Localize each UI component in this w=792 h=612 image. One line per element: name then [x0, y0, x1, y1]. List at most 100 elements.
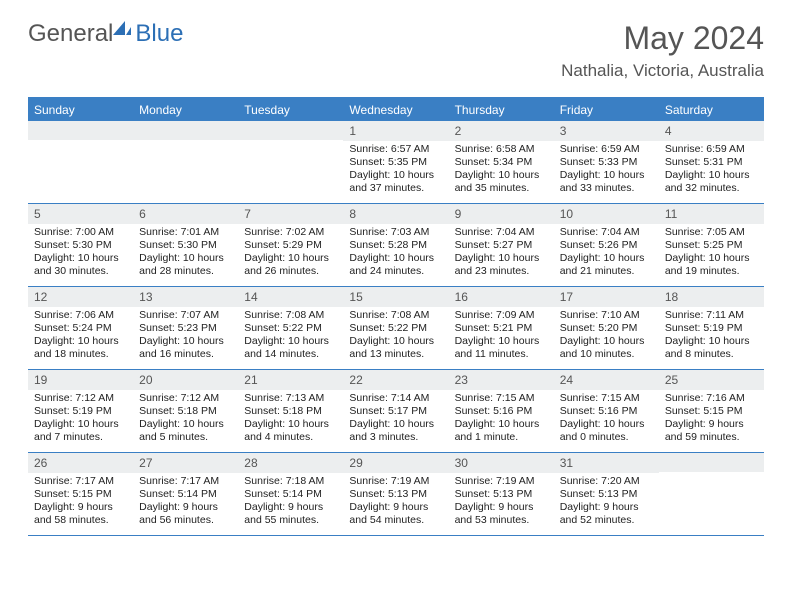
day-number: 7 [238, 204, 343, 224]
sunset-text: Sunset: 5:21 PM [455, 322, 548, 335]
day-number: 29 [343, 453, 448, 473]
sunset-text: Sunset: 5:18 PM [244, 405, 337, 418]
day-cell: 4Sunrise: 6:59 AMSunset: 5:31 PMDaylight… [659, 121, 764, 203]
sunrise-text: Sunrise: 7:15 AM [560, 392, 653, 405]
weekday-header-row: SundayMondayTuesdayWednesdayThursdayFrid… [28, 99, 764, 121]
week-row: 26Sunrise: 7:17 AMSunset: 5:15 PMDayligh… [28, 453, 764, 536]
day-number: 20 [133, 370, 238, 390]
weekday-header: Saturday [659, 99, 764, 121]
day-info: Sunrise: 7:19 AMSunset: 5:13 PMDaylight:… [343, 475, 448, 528]
day-cell: 13Sunrise: 7:07 AMSunset: 5:23 PMDayligh… [133, 287, 238, 369]
daylight-text: Daylight: 10 hours and 11 minutes. [455, 335, 548, 361]
day-info: Sunrise: 6:59 AMSunset: 5:33 PMDaylight:… [554, 143, 659, 196]
daylight-text: Daylight: 10 hours and 33 minutes. [560, 169, 653, 195]
sunset-text: Sunset: 5:30 PM [34, 239, 127, 252]
sunrise-text: Sunrise: 7:05 AM [665, 226, 758, 239]
sunrise-text: Sunrise: 7:13 AM [244, 392, 337, 405]
daylight-text: Daylight: 10 hours and 14 minutes. [244, 335, 337, 361]
day-cell: 26Sunrise: 7:17 AMSunset: 5:15 PMDayligh… [28, 453, 133, 535]
day-number: 19 [28, 370, 133, 390]
daylight-text: Daylight: 10 hours and 3 minutes. [349, 418, 442, 444]
day-info: Sunrise: 7:15 AMSunset: 5:16 PMDaylight:… [554, 392, 659, 445]
day-cell: 6Sunrise: 7:01 AMSunset: 5:30 PMDaylight… [133, 204, 238, 286]
sunset-text: Sunset: 5:34 PM [455, 156, 548, 169]
sunrise-text: Sunrise: 6:58 AM [455, 143, 548, 156]
sunrise-text: Sunrise: 7:08 AM [244, 309, 337, 322]
day-info: Sunrise: 6:59 AMSunset: 5:31 PMDaylight:… [659, 143, 764, 196]
day-cell: 17Sunrise: 7:10 AMSunset: 5:20 PMDayligh… [554, 287, 659, 369]
day-number: 8 [343, 204, 448, 224]
day-number: 15 [343, 287, 448, 307]
sunset-text: Sunset: 5:17 PM [349, 405, 442, 418]
daylight-text: Daylight: 9 hours and 55 minutes. [244, 501, 337, 527]
day-number: 17 [554, 287, 659, 307]
weekday-header: Monday [133, 99, 238, 121]
day-number: 9 [449, 204, 554, 224]
week-row: 12Sunrise: 7:06 AMSunset: 5:24 PMDayligh… [28, 287, 764, 370]
day-number: 25 [659, 370, 764, 390]
day-number: 13 [133, 287, 238, 307]
day-number: 14 [238, 287, 343, 307]
day-number: 18 [659, 287, 764, 307]
sunrise-text: Sunrise: 7:06 AM [34, 309, 127, 322]
weekday-header: Tuesday [238, 99, 343, 121]
sunrise-text: Sunrise: 7:15 AM [455, 392, 548, 405]
sunrise-text: Sunrise: 7:02 AM [244, 226, 337, 239]
sunrise-text: Sunrise: 7:12 AM [139, 392, 232, 405]
sunrise-text: Sunrise: 7:01 AM [139, 226, 232, 239]
daylight-text: Daylight: 10 hours and 5 minutes. [139, 418, 232, 444]
day-info: Sunrise: 7:05 AMSunset: 5:25 PMDaylight:… [659, 226, 764, 279]
daylight-text: Daylight: 9 hours and 56 minutes. [139, 501, 232, 527]
sunset-text: Sunset: 5:18 PM [139, 405, 232, 418]
sunset-text: Sunset: 5:30 PM [139, 239, 232, 252]
sunset-text: Sunset: 5:16 PM [455, 405, 548, 418]
daylight-text: Daylight: 9 hours and 58 minutes. [34, 501, 127, 527]
sunset-text: Sunset: 5:20 PM [560, 322, 653, 335]
day-number: 11 [659, 204, 764, 224]
daylight-text: Daylight: 10 hours and 1 minute. [455, 418, 548, 444]
day-cell: 9Sunrise: 7:04 AMSunset: 5:27 PMDaylight… [449, 204, 554, 286]
daylight-text: Daylight: 10 hours and 8 minutes. [665, 335, 758, 361]
day-info: Sunrise: 7:08 AMSunset: 5:22 PMDaylight:… [238, 309, 343, 362]
daylight-text: Daylight: 10 hours and 0 minutes. [560, 418, 653, 444]
location-text: Nathalia, Victoria, Australia [561, 61, 764, 81]
weekday-header: Friday [554, 99, 659, 121]
sunrise-text: Sunrise: 7:00 AM [34, 226, 127, 239]
sunset-text: Sunset: 5:13 PM [349, 488, 442, 501]
calendar: SundayMondayTuesdayWednesdayThursdayFrid… [28, 97, 764, 536]
sunset-text: Sunset: 5:23 PM [139, 322, 232, 335]
sunset-text: Sunset: 5:19 PM [665, 322, 758, 335]
day-cell: 30Sunrise: 7:19 AMSunset: 5:13 PMDayligh… [449, 453, 554, 535]
daylight-text: Daylight: 10 hours and 30 minutes. [34, 252, 127, 278]
daylight-text: Daylight: 9 hours and 59 minutes. [665, 418, 758, 444]
day-cell: 19Sunrise: 7:12 AMSunset: 5:19 PMDayligh… [28, 370, 133, 452]
day-info: Sunrise: 7:17 AMSunset: 5:14 PMDaylight:… [133, 475, 238, 528]
day-cell: 31Sunrise: 7:20 AMSunset: 5:13 PMDayligh… [554, 453, 659, 535]
sunrise-text: Sunrise: 7:16 AM [665, 392, 758, 405]
day-info: Sunrise: 7:19 AMSunset: 5:13 PMDaylight:… [449, 475, 554, 528]
sunrise-text: Sunrise: 7:11 AM [665, 309, 758, 322]
day-info: Sunrise: 7:09 AMSunset: 5:21 PMDaylight:… [449, 309, 554, 362]
sunset-text: Sunset: 5:27 PM [455, 239, 548, 252]
daylight-text: Daylight: 10 hours and 32 minutes. [665, 169, 758, 195]
sunrise-text: Sunrise: 6:57 AM [349, 143, 442, 156]
sunrise-text: Sunrise: 7:08 AM [349, 309, 442, 322]
day-number: 27 [133, 453, 238, 473]
day-info: Sunrise: 7:13 AMSunset: 5:18 PMDaylight:… [238, 392, 343, 445]
day-cell [28, 121, 133, 203]
sunset-text: Sunset: 5:14 PM [244, 488, 337, 501]
sunset-text: Sunset: 5:22 PM [244, 322, 337, 335]
day-info: Sunrise: 7:12 AMSunset: 5:18 PMDaylight:… [133, 392, 238, 445]
day-number: 2 [449, 121, 554, 141]
day-cell: 15Sunrise: 7:08 AMSunset: 5:22 PMDayligh… [343, 287, 448, 369]
sunset-text: Sunset: 5:31 PM [665, 156, 758, 169]
day-info: Sunrise: 7:01 AMSunset: 5:30 PMDaylight:… [133, 226, 238, 279]
daylight-text: Daylight: 10 hours and 28 minutes. [139, 252, 232, 278]
sunrise-text: Sunrise: 7:04 AM [455, 226, 548, 239]
daylight-text: Daylight: 9 hours and 54 minutes. [349, 501, 442, 527]
day-number: 10 [554, 204, 659, 224]
day-number: 5 [28, 204, 133, 224]
sunset-text: Sunset: 5:19 PM [34, 405, 127, 418]
day-info: Sunrise: 7:20 AMSunset: 5:13 PMDaylight:… [554, 475, 659, 528]
daylight-text: Daylight: 10 hours and 10 minutes. [560, 335, 653, 361]
